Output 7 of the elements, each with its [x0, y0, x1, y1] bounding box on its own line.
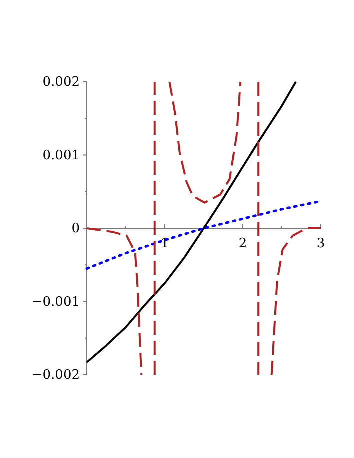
x-tick-label: 3: [316, 236, 326, 252]
x-tick-label: 2: [238, 236, 248, 252]
y-tick-label: 0: [72, 222, 80, 237]
y-tick-label: −0.002: [32, 368, 80, 384]
y-tick-label: 0.002: [42, 75, 80, 90]
y-tick-label: 0.001: [42, 148, 80, 164]
y-tick-label: −0.001: [32, 294, 80, 310]
